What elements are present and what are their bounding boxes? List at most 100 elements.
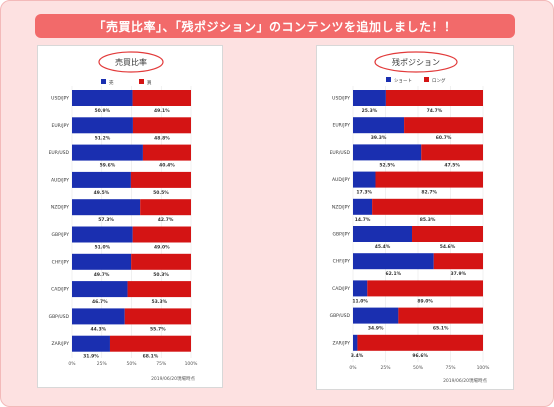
x-tick-label: 50% — [126, 361, 137, 367]
legend-swatch-0 — [101, 79, 106, 84]
data-label-1-7: 89.0% — [417, 298, 433, 304]
title-circle — [374, 51, 458, 73]
bar-1-4 — [372, 198, 483, 215]
data-label-1-9: 96.6% — [412, 353, 428, 359]
x-tick-label: 75% — [445, 365, 456, 371]
data-label-0-3: 17.3% — [356, 190, 372, 196]
bar-1-9 — [357, 334, 483, 351]
bar-1-8 — [124, 308, 191, 325]
data-label-0-5: 45.4% — [375, 244, 391, 250]
bar-0-6 — [353, 253, 434, 270]
bar-0-3 — [353, 171, 376, 188]
bar-0-9 — [353, 334, 358, 351]
bar-1-2 — [421, 144, 483, 161]
data-label-1-2: 47.5% — [444, 162, 460, 168]
category-label: NZD/JPY — [332, 204, 350, 210]
bar-1-7 — [367, 280, 483, 297]
data-label-0-6: 49.7% — [94, 272, 110, 278]
data-label-1-5: 54.6% — [440, 244, 456, 250]
chart-title: 残ポジション — [392, 57, 440, 67]
bar-1-5 — [412, 226, 483, 242]
data-label-1-9: 68.1% — [143, 354, 159, 360]
bar-0-0 — [353, 90, 386, 106]
x-tick-label: 25% — [380, 365, 391, 371]
bar-1-5 — [132, 226, 191, 243]
category-label: USD/JPY — [332, 96, 350, 102]
x-tick-label: 25% — [97, 361, 108, 367]
bar-1-2 — [142, 144, 191, 161]
legend-swatch-0 — [386, 77, 391, 82]
data-label-1-3: 50.5% — [153, 190, 169, 196]
x-tick-label: 100% — [477, 365, 491, 371]
bar-0-4 — [72, 199, 141, 216]
chart-title: 売買比率 — [115, 57, 147, 67]
legend-label-0: ショート — [394, 79, 412, 84]
data-label-0-4: 57.3% — [98, 217, 114, 223]
data-label-0-9: 31.9% — [83, 354, 99, 360]
buy-sell-ratio-panel: 売買比率売 買 0% 25% 50% 75% 100% USD/JPY 50.9% 49.1% EU… — [37, 45, 223, 388]
chart-footnote: 2019/06/20現場時点 — [151, 375, 195, 382]
bar-1-4 — [140, 199, 191, 216]
data-label-1-0: 49.1% — [154, 108, 170, 114]
data-label-1-0: 74.7% — [427, 108, 443, 114]
category-label: GBP/JPY — [52, 232, 70, 238]
category-label: USD/JPY — [51, 96, 69, 102]
bar-0-2 — [353, 144, 422, 161]
bar-0-9 — [72, 335, 110, 352]
category-label: CAD/JPY — [332, 286, 350, 292]
legend-label-1: 買 — [147, 80, 152, 86]
open-position-panel: 残ポジション ショート ロング 0% 25% 50% 75% 100% USD/JPY 25.3%… — [316, 45, 514, 390]
category-label: EUR/USD — [330, 150, 351, 156]
bar-1-3 — [130, 171, 191, 188]
data-label-0-0: 50.9% — [94, 108, 110, 114]
bar-1-0 — [385, 90, 483, 106]
category-label: CAD/JPY — [51, 287, 69, 293]
bar-0-5 — [353, 226, 413, 242]
bar-0-3 — [72, 171, 131, 188]
data-label-1-1: 60.7% — [436, 135, 452, 141]
category-label: ZAR/JPY — [333, 340, 351, 346]
data-label-0-9: 3.4% — [351, 353, 364, 359]
category-label: NZD/JPY — [51, 205, 69, 211]
bar-0-1 — [353, 117, 405, 134]
bar-0-8 — [72, 308, 125, 325]
announcement-banner: 「売買比率」、「残ポジション」のコンテンツを追加しました！！ — [35, 14, 515, 38]
bar-1-1 — [132, 117, 191, 134]
data-label-0-0: 25.3% — [362, 108, 378, 114]
data-label-1-4: 42.7% — [158, 217, 174, 223]
x-tick-label: 75% — [156, 361, 167, 367]
data-label-1-3: 82.7% — [421, 190, 437, 196]
bar-0-4 — [353, 198, 373, 215]
category-label: AUD/JPY — [332, 177, 350, 183]
data-label-1-1: 48.8% — [154, 135, 170, 141]
data-label-1-5: 49.0% — [154, 245, 170, 251]
bar-0-1 — [72, 117, 133, 134]
data-label-1-8: 65.1% — [433, 326, 449, 332]
bar-1-6 — [433, 253, 483, 270]
category-label: CHF/JPY — [333, 259, 351, 265]
x-tick-label: 100% — [185, 361, 199, 367]
chart-footnote: 2019/06/20現場時点 — [443, 377, 487, 384]
data-label-0-1: 39.3% — [371, 135, 387, 141]
data-label-0-8: 44.3% — [91, 326, 107, 332]
category-label: AUD/JPY — [51, 177, 69, 183]
data-label-0-8: 34.9% — [368, 326, 384, 332]
category-label: EUR/JPY — [52, 123, 70, 129]
data-label-0-2: 52.5% — [379, 162, 395, 168]
data-label-1-4: 85.3% — [420, 217, 436, 223]
bar-0-7 — [353, 280, 368, 297]
bar-1-6 — [131, 253, 191, 270]
bar-0-0 — [72, 90, 133, 106]
data-label-1-6: 50.3% — [153, 272, 169, 278]
data-label-0-7: 46.7% — [92, 299, 108, 305]
bar-0-2 — [72, 144, 143, 161]
title-circle — [98, 51, 164, 73]
x-tick-label: 50% — [413, 365, 424, 371]
data-label-0-1: 51.2% — [95, 135, 111, 141]
legend-swatch-1 — [139, 79, 144, 84]
bar-0-6 — [72, 253, 132, 270]
bar-1-9 — [109, 335, 191, 352]
